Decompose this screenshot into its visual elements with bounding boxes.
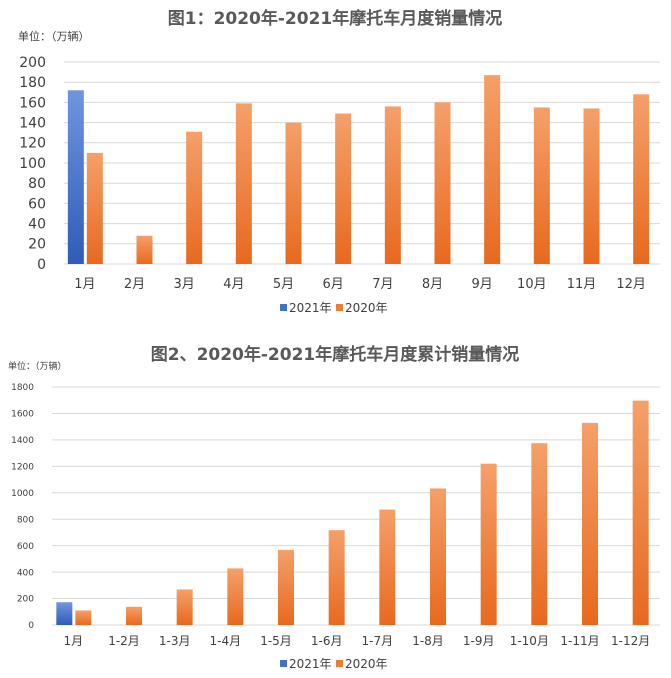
chart1-bar-2020年-6月 [335,113,352,264]
chart2-x-tick-label: 1-7月 [362,634,394,648]
chart2-y-tick-label: 1000 [11,489,34,499]
chart1-bar-2020年-10月 [533,107,550,264]
chart2-bar-2020年-1-7月 [379,509,396,625]
chart1-x-tick-label: 7月 [372,277,393,292]
chart1-bar-2020年-8月 [434,102,451,265]
chart1-x-tick-label: 1月 [74,277,95,292]
chart2-x-tick-label: 1-9月 [463,634,495,648]
chart1-x-tick-label: 6月 [323,277,344,292]
chart1-y-tick-label: 20 [28,237,46,253]
chart2-legend-swatch [280,660,287,667]
chart2-bar-2020年-1-9月 [480,463,497,625]
chart2-y-tick-label: 1400 [11,436,34,446]
chart1-bar-2020年-2月 [136,235,153,264]
chart2-y-tick-label: 200 [17,595,34,605]
chart1-bar-2020年-12月 [633,94,650,264]
chart1-bar-2020年-1月 [86,152,103,264]
chart1-x-tick-label: 10月 [517,277,547,292]
chart1-legend-swatch [280,304,287,311]
chart2-legend-label: 2021年 [289,657,332,671]
chart1-bar-2021年-1月 [67,90,84,264]
chart2-bar-2021年-1月 [56,602,73,625]
chart2-x-tick-label: 1-10月 [510,634,549,648]
chart2-y-tick-label: 1800 [11,383,34,393]
chart1-bar-2020年-11月 [583,108,600,265]
chart2-y-tick-label: 1600 [11,410,34,420]
chart1-y-tick-label: 40 [28,217,46,233]
chart2-x-tick-label: 1-4月 [210,634,242,648]
chart2-x-tick-label: 1-3月 [159,634,191,648]
chart1-x-tick-label: 3月 [174,277,195,292]
chart2-legend-label: 2020年 [345,657,388,671]
chart2-unit-label: 单位：（万辆） [8,360,67,372]
chart2-bar-2020年-1-4月 [227,568,244,625]
chart1-y-tick-label: 60 [28,196,46,212]
chart2-x-tick-label: 1月 [64,634,84,648]
chart2-x-tick-label: 1-6月 [311,634,343,648]
chart2-y-tick-label: 600 [17,542,34,552]
chart2-legend-swatch [336,660,343,667]
chart1-bar-2020年-3月 [186,131,203,264]
chart1-x-tick-label: 9月 [472,277,493,292]
chart1-x-tick-label: 8月 [422,277,443,292]
chart1-unit-label: 单位：（万辆） [18,29,90,43]
chart1-bar-2020年-9月 [484,75,501,264]
chart1-bar-2020年-7月 [384,106,401,264]
chart1-bar-2020年-4月 [235,103,252,264]
chart1-legend-swatch [336,304,343,311]
chart2-bar-2020年-1-12月 [632,400,649,625]
chart1-y-tick-label: 200 [19,55,46,71]
chart2-y-tick-label: 400 [17,568,34,578]
chart2-bar-2020年-1-10月 [531,443,548,625]
chart2-bar-2020年-1-3月 [176,589,193,625]
chart1-x-tick-label: 2月 [124,277,145,292]
chart1-bar-2020年-5月 [285,122,302,264]
chart2-bar-2020年-1-6月 [328,530,345,625]
chart1-y-tick-label: 0 [37,257,46,273]
chart2-x-tick-label: 1-5月 [260,634,292,648]
chart1-legend-label: 2021年 [289,301,332,315]
chart1-y-tick-label: 140 [19,116,46,132]
chart2-bar-2020年-1-2月 [126,606,142,625]
chart1-x-tick-label: 12月 [616,277,646,292]
chart2-bar-2020年-1-11月 [582,422,598,625]
chart2-x-tick-label: 1-8月 [412,634,444,648]
chart1-y-tick-label: 160 [19,95,46,111]
chart2-y-tick-label: 800 [17,515,34,525]
chart2-x-tick-label: 1-2月 [108,634,140,648]
chart2-title: 图2、2020年-2021年摩托车月度累计销量情况 [151,344,520,365]
chart1-x-tick-label: 11月 [567,277,597,292]
chart1-legend-label: 2020年 [345,301,388,315]
chart2-bar-2020年-1月 [75,610,92,625]
chart2-y-tick-label: 0 [28,621,34,631]
chart1-x-tick-label: 5月 [273,277,294,292]
chart2-x-tick-label: 1-11月 [560,634,599,648]
chart1-y-tick-label: 180 [19,75,46,91]
chart1-x-tick-label: 4月 [223,277,244,292]
chart2-x-tick-label: 1-12月 [611,634,650,648]
chart2-bar-2020年-1-5月 [278,549,294,625]
chart1-y-tick-label: 100 [19,156,46,172]
chart1-y-tick-label: 80 [28,176,46,192]
chart2-y-tick-label: 1200 [11,462,34,472]
chart2-bar-2020年-1-8月 [430,488,446,625]
chart1-title: 图1：2020年-2021年摩托车月度销量情况 [168,8,503,29]
chart1-y-tick-label: 120 [19,136,46,152]
